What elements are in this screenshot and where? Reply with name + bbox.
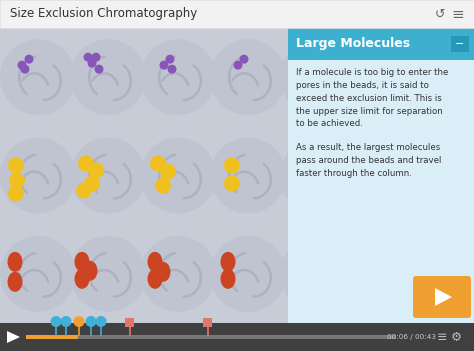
Ellipse shape [220, 252, 236, 272]
Circle shape [70, 138, 146, 213]
Circle shape [9, 172, 25, 188]
Circle shape [18, 61, 27, 69]
Circle shape [85, 316, 97, 327]
FancyBboxPatch shape [26, 335, 78, 339]
Ellipse shape [82, 261, 98, 281]
Circle shape [78, 155, 94, 172]
Polygon shape [7, 331, 20, 343]
FancyBboxPatch shape [126, 318, 135, 327]
Text: ≡: ≡ [437, 331, 447, 344]
Circle shape [25, 55, 34, 64]
FancyBboxPatch shape [203, 318, 212, 327]
Text: Large Molecules: Large Molecules [296, 38, 410, 51]
Circle shape [224, 158, 240, 173]
Ellipse shape [74, 252, 90, 272]
FancyBboxPatch shape [288, 28, 474, 60]
Circle shape [94, 65, 103, 74]
Circle shape [280, 236, 356, 312]
Circle shape [224, 176, 240, 192]
Text: If a molecule is too big to enter the
pores in the beads, it is said to
exceed t: If a molecule is too big to enter the po… [296, 68, 448, 128]
FancyBboxPatch shape [0, 323, 474, 351]
Circle shape [280, 138, 356, 213]
Circle shape [8, 185, 24, 201]
Circle shape [150, 155, 166, 172]
Text: ↺: ↺ [435, 7, 445, 20]
Circle shape [140, 138, 216, 213]
Circle shape [280, 39, 356, 115]
Circle shape [51, 316, 62, 327]
Circle shape [210, 138, 286, 213]
FancyBboxPatch shape [0, 28, 474, 323]
Circle shape [61, 316, 72, 327]
Circle shape [210, 236, 286, 312]
Ellipse shape [147, 252, 163, 272]
Circle shape [76, 183, 92, 199]
Circle shape [159, 61, 168, 69]
Circle shape [73, 316, 84, 327]
Circle shape [84, 176, 100, 192]
Ellipse shape [147, 269, 163, 289]
FancyBboxPatch shape [26, 335, 396, 339]
Circle shape [70, 39, 146, 115]
Text: ≡: ≡ [452, 7, 465, 21]
Circle shape [20, 65, 29, 74]
Text: 00:06 / 00:43: 00:06 / 00:43 [388, 334, 437, 340]
Polygon shape [435, 288, 452, 306]
Text: As a result, the largest molecules
pass around the beads and travel
faster throu: As a result, the largest molecules pass … [296, 143, 441, 178]
Circle shape [239, 55, 248, 64]
Circle shape [234, 61, 243, 69]
Text: −: − [456, 39, 465, 49]
Circle shape [0, 138, 76, 213]
Circle shape [155, 178, 171, 193]
Circle shape [160, 164, 176, 179]
Ellipse shape [8, 272, 22, 292]
Circle shape [140, 39, 216, 115]
FancyBboxPatch shape [0, 0, 474, 28]
Ellipse shape [8, 252, 22, 272]
Circle shape [95, 316, 107, 327]
Circle shape [91, 53, 100, 62]
Ellipse shape [74, 269, 90, 289]
Circle shape [88, 163, 104, 179]
Circle shape [0, 236, 76, 312]
FancyBboxPatch shape [451, 36, 469, 52]
Text: Size Exclusion Chromatography: Size Exclusion Chromatography [10, 7, 197, 20]
FancyBboxPatch shape [288, 28, 474, 323]
Circle shape [8, 158, 24, 173]
Ellipse shape [155, 262, 171, 282]
FancyBboxPatch shape [413, 276, 471, 318]
Circle shape [0, 39, 76, 115]
Circle shape [165, 55, 174, 64]
Circle shape [210, 39, 286, 115]
Circle shape [140, 236, 216, 312]
Circle shape [70, 236, 146, 312]
Text: ⚙: ⚙ [450, 331, 462, 344]
Circle shape [167, 65, 176, 74]
Circle shape [88, 59, 97, 68]
Circle shape [83, 53, 92, 62]
Ellipse shape [220, 269, 236, 289]
